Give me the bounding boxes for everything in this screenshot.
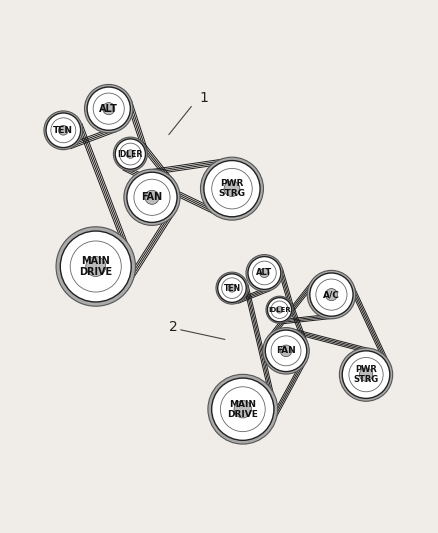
Circle shape bbox=[268, 297, 292, 322]
Circle shape bbox=[127, 172, 177, 222]
Circle shape bbox=[87, 87, 131, 130]
Text: PWR
STRG: PWR STRG bbox=[353, 365, 379, 384]
Circle shape bbox=[216, 272, 248, 304]
Text: TEN: TEN bbox=[223, 284, 240, 293]
Text: A/C: A/C bbox=[323, 290, 340, 299]
Text: IDLER: IDLER bbox=[268, 307, 291, 313]
Circle shape bbox=[86, 256, 106, 277]
Text: ALT: ALT bbox=[256, 269, 272, 278]
Circle shape bbox=[359, 368, 373, 381]
Circle shape bbox=[266, 296, 293, 324]
Circle shape bbox=[276, 306, 283, 313]
Circle shape bbox=[85, 84, 133, 133]
Text: MAIN
DRIVE: MAIN DRIVE bbox=[227, 400, 258, 418]
Text: FAN: FAN bbox=[276, 346, 296, 356]
Circle shape bbox=[263, 328, 309, 374]
Circle shape bbox=[280, 345, 292, 357]
Circle shape bbox=[339, 348, 393, 401]
Circle shape bbox=[145, 190, 159, 204]
Circle shape bbox=[44, 111, 83, 150]
Circle shape bbox=[113, 137, 147, 171]
Circle shape bbox=[342, 351, 390, 398]
Circle shape bbox=[201, 157, 263, 220]
Circle shape bbox=[56, 227, 135, 306]
Text: FAN: FAN bbox=[141, 192, 162, 203]
Text: IDLER: IDLER bbox=[118, 150, 143, 158]
Circle shape bbox=[60, 231, 131, 302]
Text: MAIN
DRIVE: MAIN DRIVE bbox=[79, 256, 112, 277]
Circle shape bbox=[224, 181, 240, 197]
Circle shape bbox=[126, 150, 134, 158]
Circle shape bbox=[46, 113, 81, 148]
Circle shape bbox=[208, 374, 278, 444]
Circle shape bbox=[260, 269, 269, 278]
Circle shape bbox=[59, 125, 68, 135]
Text: PWR
STRG: PWR STRG bbox=[219, 179, 245, 198]
Circle shape bbox=[212, 378, 274, 440]
Circle shape bbox=[204, 160, 260, 217]
Circle shape bbox=[234, 400, 251, 418]
Circle shape bbox=[310, 273, 353, 316]
Circle shape bbox=[246, 255, 283, 292]
Circle shape bbox=[265, 330, 307, 372]
Text: ALT: ALT bbox=[99, 103, 118, 114]
Circle shape bbox=[218, 274, 246, 302]
Circle shape bbox=[115, 139, 145, 169]
Circle shape bbox=[325, 288, 338, 301]
Text: 1: 1 bbox=[200, 91, 208, 105]
Circle shape bbox=[102, 103, 115, 115]
Circle shape bbox=[307, 270, 356, 319]
Circle shape bbox=[228, 284, 236, 292]
Circle shape bbox=[248, 256, 281, 289]
Text: 2: 2 bbox=[169, 320, 178, 334]
Circle shape bbox=[124, 169, 180, 225]
Text: TEN: TEN bbox=[53, 126, 73, 135]
